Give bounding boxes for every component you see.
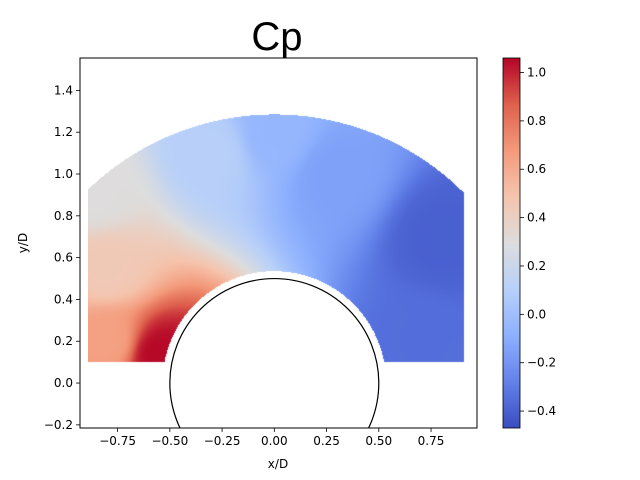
chart-title: Cp	[251, 15, 302, 59]
colorbar-fill	[503, 58, 520, 428]
y-axis: −0.2 0.0 0.2 0.4 0.6 0.8 1.0 1.2 1.4	[44, 83, 80, 432]
cylinder-circle	[169, 278, 380, 428]
colorbar-tick-label: 0.6	[527, 162, 546, 176]
colorbar-frame	[502, 57, 521, 429]
colorbar-tick-label: 0.2	[527, 259, 546, 273]
y-tick-label: 0.8	[54, 209, 73, 223]
y-tick-label: 0.6	[54, 251, 73, 265]
y-tick-label: 1.2	[54, 125, 73, 139]
colorbar-tick-label: 0.8	[527, 114, 546, 128]
colorbar-ticks: −0.4 −0.2 0.0 0.2 0.4 0.6 0.8 1.0	[520, 66, 556, 418]
cp-field-image	[88, 114, 465, 363]
colorbar-tick-label: 0.0	[527, 307, 546, 321]
y-tick-label: 0.0	[54, 376, 73, 390]
y-axis-label: y/D	[16, 233, 30, 253]
x-tick-label: −0.50	[151, 434, 188, 448]
cylinder-outline	[169, 278, 380, 428]
y-tick-label: −0.2	[44, 418, 73, 432]
x-tick-label: 0.25	[313, 434, 340, 448]
x-axis: −0.75 −0.50 −0.25 0.00 0.25 0.50 0.75	[99, 428, 444, 448]
colorbar-tick-label: 0.4	[527, 211, 546, 225]
y-tick-label: 0.2	[54, 334, 73, 348]
pressure-field	[88, 114, 465, 363]
x-axis-label: x/D	[268, 457, 288, 471]
colorbar-tick-label: 1.0	[527, 66, 546, 80]
y-tick-label: 0.4	[54, 292, 73, 306]
y-tick-label: 1.0	[54, 167, 73, 181]
x-tick-label: 0.00	[261, 434, 288, 448]
x-tick-label: 0.75	[418, 434, 445, 448]
x-tick-label: 0.50	[365, 434, 392, 448]
x-tick-label: −0.75	[99, 434, 136, 448]
y-tick-label: 1.4	[54, 83, 73, 97]
x-tick-label: −0.25	[204, 434, 241, 448]
plot-frame	[79, 57, 478, 429]
colorbar-tick-label: −0.4	[527, 404, 556, 418]
colorbar: −0.4 −0.2 0.0 0.2 0.4 0.6 0.8 1.0	[502, 57, 556, 429]
colorbar-tick-label: −0.2	[527, 356, 556, 370]
